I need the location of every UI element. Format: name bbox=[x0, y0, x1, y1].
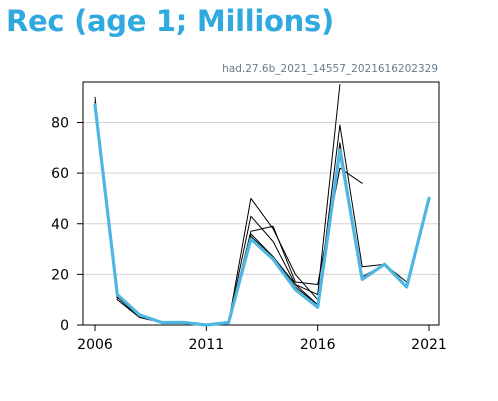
y-tick-label: 0 bbox=[60, 318, 69, 334]
y-tick-label: 40 bbox=[51, 217, 69, 233]
tick-labels: 0 20 40 60 80 2006 2011 2016 2021 bbox=[51, 116, 447, 354]
chart-subtitle: had.27.6b_2021_14557_2021616202329 bbox=[222, 63, 438, 75]
x-tick-label: 2021 bbox=[411, 337, 447, 353]
axis-ticks bbox=[77, 122, 430, 331]
x-tick-label: 2011 bbox=[189, 337, 225, 353]
previous-series-line bbox=[94, 96, 319, 326]
previous-series-line bbox=[94, 104, 385, 326]
previous-series-line bbox=[94, 104, 363, 326]
x-tick-label: 2016 bbox=[300, 337, 336, 353]
y-tick-label: 60 bbox=[51, 166, 69, 182]
x-tick-label: 2006 bbox=[77, 337, 113, 353]
plot-frame bbox=[82, 81, 440, 326]
previous-series-line bbox=[94, 104, 408, 326]
y-tick-label: 20 bbox=[51, 267, 69, 283]
previous-series-line bbox=[94, 84, 341, 326]
chart-title: Rec (age 1; Millions) bbox=[6, 4, 334, 38]
series-lines bbox=[93, 84, 431, 327]
grid-lines bbox=[83, 122, 439, 275]
current-series-line bbox=[93, 103, 431, 327]
y-tick-label: 80 bbox=[51, 116, 69, 132]
